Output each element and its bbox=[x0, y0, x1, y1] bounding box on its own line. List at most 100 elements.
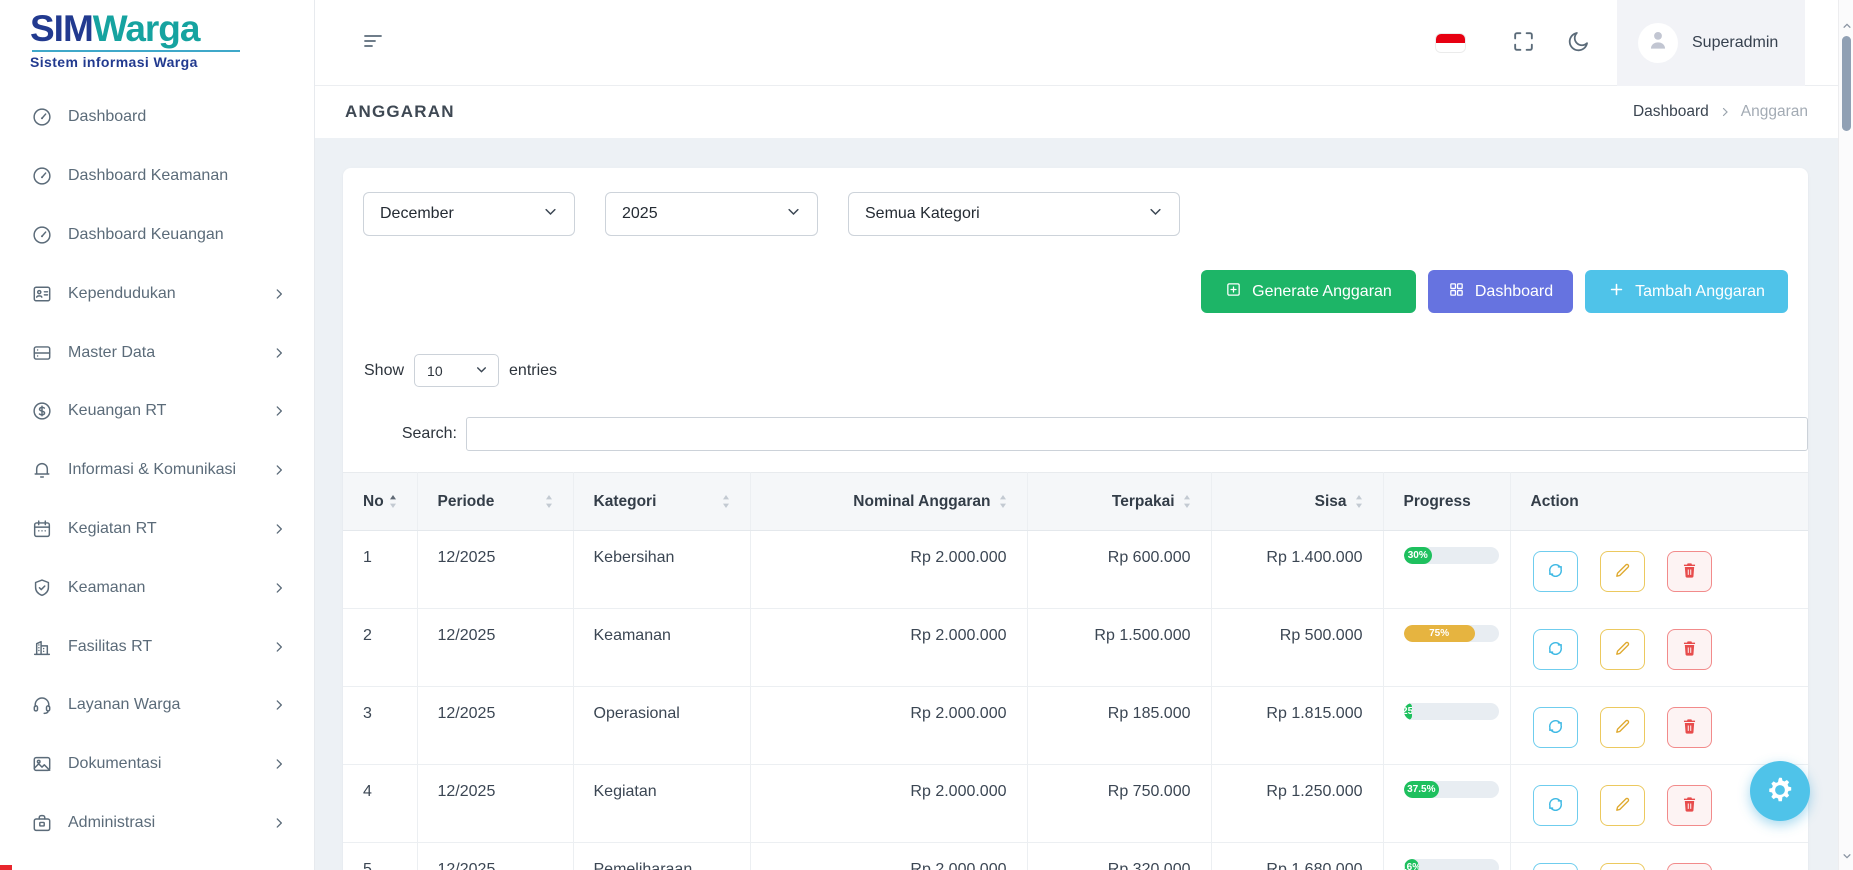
pencil-icon bbox=[1613, 717, 1632, 739]
sidebar-item-master-data[interactable]: Master Data bbox=[0, 323, 314, 382]
sidebar-item-dashboard-keamanan[interactable]: Dashboard Keamanan bbox=[0, 147, 314, 206]
language-flag-indonesia[interactable] bbox=[1436, 33, 1465, 52]
app-logo[interactable]: SIMWarga Sistem informasi Warga bbox=[0, 0, 314, 70]
cell-kategori: Pemeliharaan bbox=[573, 842, 751, 870]
sidebar-item-dashboard[interactable]: Dashboard bbox=[0, 88, 314, 147]
progress-fill: 9.25% bbox=[1403, 703, 1413, 720]
row-sync-button[interactable] bbox=[1532, 629, 1578, 670]
sidebar-item-informasi-komunikasi[interactable]: Informasi & Komunikasi bbox=[0, 441, 314, 500]
settings-fab[interactable] bbox=[1750, 761, 1810, 821]
scroll-up-arrow[interactable] bbox=[1839, 18, 1853, 34]
cell-terpakai: Rp 1.500.000 bbox=[1027, 608, 1212, 687]
briefcase-icon bbox=[31, 812, 53, 834]
search-input[interactable] bbox=[466, 417, 1808, 451]
user-name: Superadmin bbox=[1692, 33, 1779, 51]
column-header-kategori[interactable]: Kategori bbox=[573, 472, 751, 531]
column-header-terpakai[interactable]: Terpakai bbox=[1027, 472, 1212, 531]
row-delete-button[interactable] bbox=[1666, 707, 1712, 748]
cell-sisa: Rp 1.400.000 bbox=[1211, 530, 1384, 609]
sort-icon bbox=[999, 494, 1007, 509]
cell-progress: 75% bbox=[1383, 608, 1511, 687]
plus-square-icon bbox=[1225, 281, 1242, 303]
calendar-icon bbox=[31, 518, 53, 540]
pencil-icon bbox=[1613, 639, 1632, 661]
year-filter-select[interactable]: 2025 bbox=[605, 192, 818, 236]
cell-progress: 30% bbox=[1383, 530, 1511, 609]
row-edit-button[interactable] bbox=[1599, 863, 1645, 870]
page-size-select[interactable]: 10 bbox=[414, 354, 500, 387]
progress-bar: 75% bbox=[1403, 625, 1499, 642]
generate-anggaran-button[interactable]: Generate Anggaran bbox=[1201, 270, 1416, 313]
sync-icon bbox=[1546, 717, 1565, 739]
scrollbar-thumb[interactable] bbox=[1842, 36, 1851, 131]
gauge-icon bbox=[31, 224, 53, 246]
user-icon bbox=[1645, 27, 1671, 58]
sidebar-item-dokumentasi[interactable]: Dokumentasi bbox=[0, 735, 314, 794]
column-header-action: Action bbox=[1510, 472, 1808, 531]
column-header-no[interactable]: No bbox=[343, 472, 418, 531]
breadcrumb-dashboard-link[interactable]: Dashboard bbox=[1632, 103, 1709, 120]
cell-terpakai: Rp 750.000 bbox=[1027, 764, 1212, 843]
scroll-down-arrow[interactable] bbox=[1839, 848, 1853, 864]
row-delete-button[interactable] bbox=[1666, 629, 1712, 670]
row-sync-button[interactable] bbox=[1532, 551, 1578, 592]
row-sync-button[interactable] bbox=[1532, 785, 1578, 826]
user-avatar bbox=[1638, 22, 1678, 63]
fullscreen-button[interactable] bbox=[1511, 29, 1536, 57]
table-row: 2 12/2025 Keamanan Rp 2.000.000 Rp 1.500… bbox=[343, 608, 1808, 687]
sidebar-item-kegiatan-rt[interactable]: Kegiatan RT bbox=[0, 500, 314, 559]
progress-bar: 16% bbox=[1403, 859, 1499, 870]
sidebar-item-dashboard-keuangan[interactable]: Dashboard Keuangan bbox=[0, 206, 314, 265]
shield-check-icon bbox=[31, 577, 53, 599]
grid-icon bbox=[1448, 281, 1465, 303]
toolbar: Generate Anggaran Dashboard Tambah Angga… bbox=[343, 270, 1808, 313]
cell-periode: 12/2025 bbox=[417, 764, 574, 843]
sidebar-item-keuangan-rt[interactable]: Keuangan RT bbox=[0, 382, 314, 441]
server-icon bbox=[31, 342, 53, 364]
sidebar-item-kependudukan[interactable]: Kependudukan bbox=[0, 264, 314, 323]
row-edit-button[interactable] bbox=[1599, 629, 1645, 670]
sort-icon bbox=[722, 494, 730, 509]
column-header-nominal-anggaran[interactable]: Nominal Anggaran bbox=[750, 472, 1028, 531]
cell-periode: 12/2025 bbox=[417, 608, 574, 687]
content-area: December 2025 Semua Kategori Generate An… bbox=[315, 138, 1838, 870]
cell-nominal: Rp 2.000.000 bbox=[750, 530, 1028, 609]
trash-icon bbox=[1680, 639, 1699, 661]
row-edit-button[interactable] bbox=[1599, 551, 1645, 592]
sidebar-toggle-button[interactable] bbox=[361, 26, 395, 60]
pencil-icon bbox=[1613, 795, 1632, 817]
sidebar-item-layanan-warga[interactable]: Layanan Warga bbox=[0, 676, 314, 735]
breadcrumb: Dashboard Anggaran bbox=[1633, 103, 1808, 121]
cell-progress: 37.5% bbox=[1383, 764, 1511, 843]
sort-icon bbox=[1355, 494, 1363, 509]
cell-terpakai: Rp 185.000 bbox=[1027, 686, 1212, 765]
topbar-actions: Superadmin bbox=[1436, 0, 1838, 86]
sidebar-item-keamanan[interactable]: Keamanan bbox=[0, 558, 314, 617]
column-header-sisa[interactable]: Sisa bbox=[1211, 472, 1384, 531]
row-delete-button[interactable] bbox=[1666, 551, 1712, 592]
row-sync-button[interactable] bbox=[1532, 707, 1578, 748]
sidebar-item-fasilitas-rt[interactable]: Fasilitas RT bbox=[0, 617, 314, 676]
app-tagline: Sistem informasi Warga bbox=[30, 53, 198, 70]
user-menu[interactable]: Superadmin bbox=[1617, 0, 1805, 86]
row-edit-button[interactable] bbox=[1599, 707, 1645, 748]
category-filter-select[interactable]: Semua Kategori bbox=[848, 192, 1180, 236]
dollar-circle-icon bbox=[31, 400, 53, 422]
chevron-down-icon bbox=[543, 204, 558, 224]
row-edit-button[interactable] bbox=[1599, 785, 1645, 826]
dark-mode-toggle[interactable] bbox=[1566, 29, 1591, 57]
sidebar-item-administrasi[interactable]: Administrasi bbox=[0, 794, 314, 853]
column-header-progress: Progress bbox=[1383, 472, 1511, 531]
row-delete-button[interactable] bbox=[1666, 785, 1712, 826]
month-filter-select[interactable]: December bbox=[363, 192, 575, 236]
menu-icon bbox=[361, 29, 385, 56]
cell-kategori: Kebersihan bbox=[573, 530, 751, 609]
column-header-periode[interactable]: Periode bbox=[417, 472, 574, 531]
row-sync-button[interactable] bbox=[1532, 863, 1578, 870]
dashboard-button[interactable]: Dashboard bbox=[1428, 270, 1573, 313]
search-control: Search: bbox=[343, 417, 1808, 451]
table-row: 3 12/2025 Operasional Rp 2.000.000 Rp 18… bbox=[343, 686, 1808, 765]
row-delete-button[interactable] bbox=[1666, 863, 1712, 870]
tambah-anggaran-button[interactable]: Tambah Anggaran bbox=[1585, 270, 1788, 313]
table-header: No Periode Kategori Nominal Anggaran Ter… bbox=[343, 472, 1808, 531]
